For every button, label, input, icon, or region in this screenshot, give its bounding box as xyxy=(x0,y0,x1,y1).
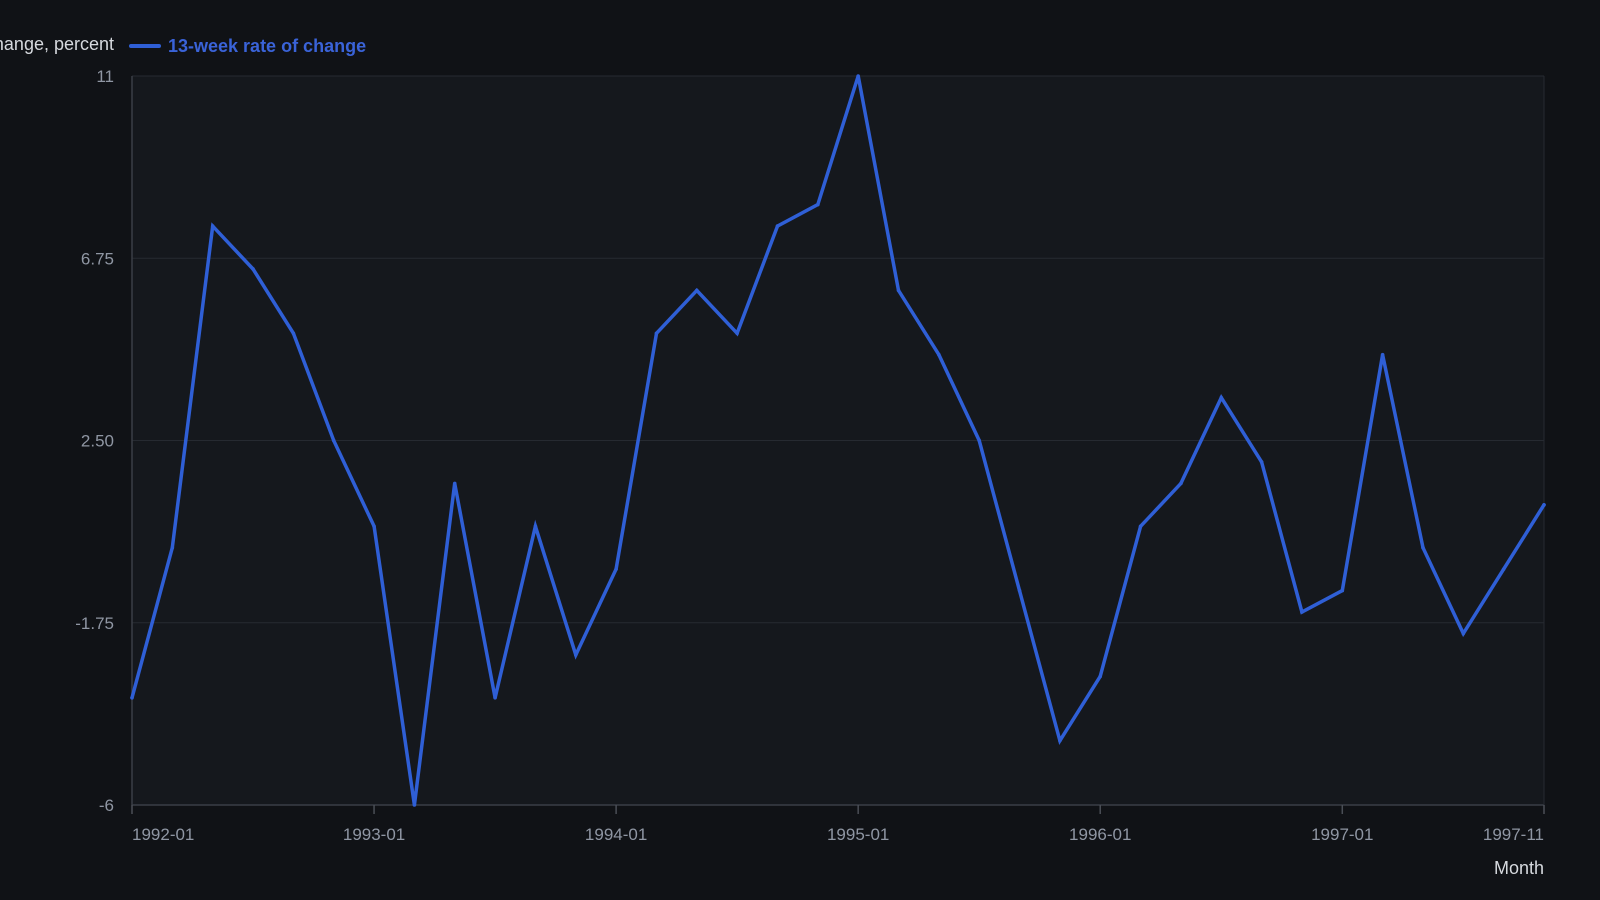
data-point xyxy=(210,224,215,228)
series-line xyxy=(130,75,1546,806)
data-point xyxy=(130,695,134,700)
data-point xyxy=(775,224,780,228)
x-axis-ticks: 1992-01 1993-01 1994-01 1995-01 1996-01 1997-… xyxy=(131,805,1545,844)
data-point xyxy=(654,331,659,336)
data-point xyxy=(614,567,618,571)
data-point xyxy=(533,524,538,529)
data-point xyxy=(493,695,497,700)
y-tick-label: 11 xyxy=(96,67,114,86)
data-point xyxy=(1098,674,1103,679)
data-point xyxy=(856,74,860,78)
x-tick-label: 1993-01 xyxy=(343,825,405,844)
data-point xyxy=(816,202,820,207)
x-tick-label: 1995-01 xyxy=(827,825,889,844)
x-tick-label: 1994-01 xyxy=(585,825,647,844)
x-tick-label: 1997-01 xyxy=(1311,825,1373,844)
data-point xyxy=(1138,524,1143,529)
data-point xyxy=(1300,610,1304,614)
data-point xyxy=(1340,588,1345,593)
data-point xyxy=(1179,481,1183,486)
data-point xyxy=(251,267,255,271)
data-point xyxy=(735,331,739,336)
x-axis-title: Month xyxy=(1494,858,1544,878)
data-point xyxy=(695,288,699,293)
legend-label: 13-week rate of change xyxy=(168,36,366,56)
data-point xyxy=(977,438,981,443)
data-point xyxy=(1259,460,1264,464)
data-point xyxy=(1542,503,1546,507)
y-tick-label: 2.50 xyxy=(81,432,114,451)
series-layer xyxy=(130,74,1546,807)
axes xyxy=(131,76,1545,806)
data-point xyxy=(1058,738,1062,743)
data-point xyxy=(1501,567,1506,571)
x-tick-label: 1996-01 xyxy=(1069,825,1131,844)
data-point xyxy=(452,481,457,486)
data-point xyxy=(1017,588,1022,593)
data-point xyxy=(1380,352,1385,357)
data-point xyxy=(331,438,336,443)
data-point xyxy=(1461,631,1466,636)
data-point xyxy=(291,331,296,336)
y-tick-label: 6.75 xyxy=(81,249,114,268)
data-point xyxy=(372,524,376,529)
y-tick-label: -1.75 xyxy=(75,614,114,633)
data-point xyxy=(1219,395,1224,400)
data-point xyxy=(1421,545,1425,550)
data-point xyxy=(412,803,417,807)
x-tick-label: 1997-11 xyxy=(1483,825,1544,844)
data-point xyxy=(573,653,578,657)
data-point xyxy=(896,288,901,293)
y-tick-label: -6 xyxy=(99,796,114,815)
y-axis-ticks: 11 6.75 2.50 -1.75 -6 xyxy=(75,67,114,815)
x-tick-label: 1992-01 xyxy=(132,825,194,844)
legend: 13-week rate of change xyxy=(129,36,366,56)
data-point xyxy=(170,545,175,550)
data-point xyxy=(937,352,941,357)
y-axis-title: Change, percent xyxy=(0,34,114,54)
